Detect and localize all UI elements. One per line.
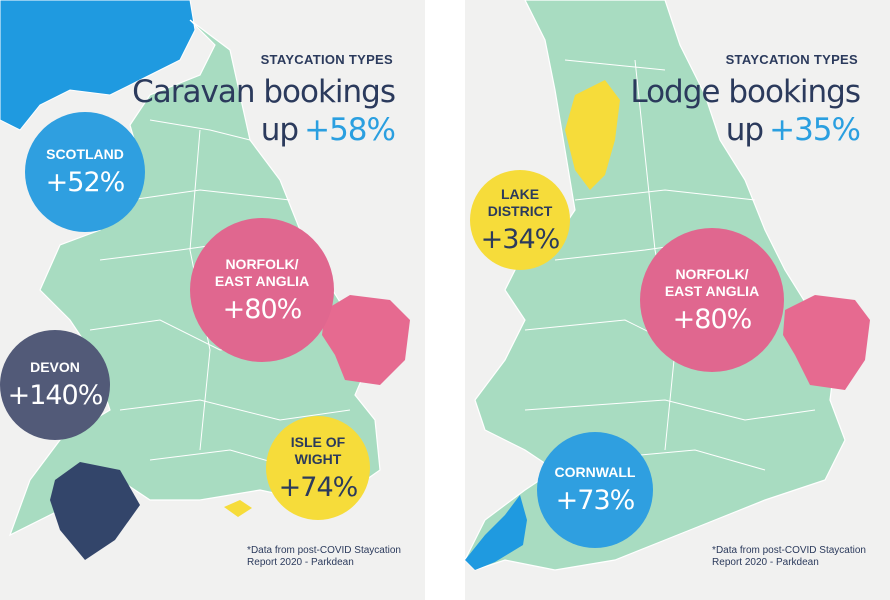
region-bubble: DEVON +140%: [0, 330, 110, 440]
subtitle-highlight: +35%: [769, 112, 861, 148]
lake-district: [565, 80, 620, 190]
caravan-panel: STAYCATION TYPES Caravan bookings up +58%…: [0, 0, 425, 600]
subtitle: up +35%: [725, 112, 861, 148]
kicker: STAYCATION TYPES: [725, 52, 858, 67]
region-label: CORNWALL: [554, 464, 636, 480]
region-bubble: NORFOLK/EAST ANGLIA +80%: [640, 228, 784, 372]
region-label: EAST ANGLIA: [664, 282, 760, 299]
region-value: +74%: [278, 471, 359, 503]
region-value: +80%: [672, 303, 753, 335]
subtitle-highlight: +58%: [304, 112, 396, 148]
cornwall: [465, 495, 527, 570]
east-anglia: [322, 295, 410, 385]
region-label: ISLE OF: [290, 433, 346, 450]
subtitle-prefix: up: [725, 112, 764, 148]
region-label: WIGHT: [294, 450, 342, 467]
region-bubble: CORNWALL +73%: [537, 432, 653, 548]
region-label: DEVON: [30, 359, 80, 375]
scotland: [0, 0, 196, 131]
region-value: +80%: [222, 293, 303, 325]
footnote: *Data from post-COVID Staycation Report 2…: [712, 545, 866, 569]
footnote-line: Report 2020 - Parkdean: [247, 557, 354, 568]
region-value: +52%: [45, 167, 126, 198]
region-label: DISTRICT: [487, 202, 553, 219]
county-lines: [89, 119, 351, 471]
lodge-panel: STAYCATION TYPES Lodge bookings up +35% *…: [465, 0, 890, 600]
footnote-line: *Data from post-COVID Staycation: [712, 545, 866, 556]
region-label: LAKE: [500, 185, 540, 202]
subtitle-prefix: up: [260, 112, 299, 148]
title: Caravan bookings: [132, 74, 396, 110]
east-anglia: [783, 295, 870, 390]
region-bubble: LAKE DISTRICT +34%: [470, 170, 570, 270]
region-label: NORFOLK/: [225, 255, 299, 272]
devon: [50, 462, 140, 560]
region-value: +73%: [555, 485, 636, 516]
region-value: +140%: [7, 380, 104, 411]
region-label: NORFOLK/: [675, 265, 749, 282]
kicker: STAYCATION TYPES: [260, 52, 393, 67]
region-bubble: NORFOLK/EAST ANGLIA +80%: [190, 218, 334, 362]
region-bubble: SCOTLAND +52%: [25, 112, 145, 232]
title: Lodge bookings: [630, 74, 861, 110]
footnote-line: Report 2020 - Parkdean: [712, 557, 819, 568]
region-label: EAST ANGLIA: [214, 272, 310, 289]
footnote-line: *Data from post-COVID Staycation: [247, 545, 401, 556]
region-bubble: ISLE OF WIGHT +74%: [266, 416, 370, 520]
region-value: +34%: [480, 223, 561, 255]
subtitle: up +58%: [260, 112, 396, 148]
footnote: *Data from post-COVID Staycation Report 2…: [247, 545, 401, 569]
isle-of-wight: [224, 500, 252, 517]
region-label: SCOTLAND: [46, 146, 124, 162]
